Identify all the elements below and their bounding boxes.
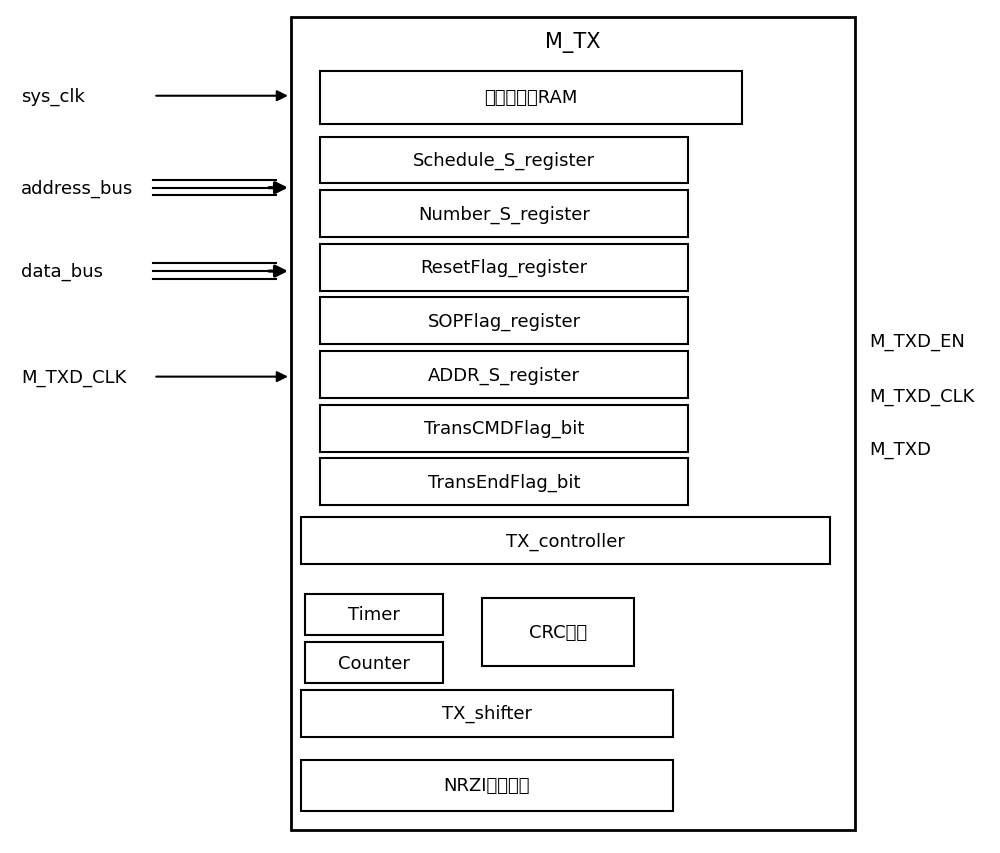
Bar — [305, 642, 443, 683]
Bar — [320, 405, 688, 452]
Bar — [305, 594, 443, 635]
Text: TX_shifter: TX_shifter — [442, 705, 532, 722]
Text: TransEndFlag_bit: TransEndFlag_bit — [428, 473, 580, 491]
Text: 双口存储器RAM: 双口存储器RAM — [484, 90, 578, 107]
Bar — [291, 19, 855, 830]
Bar — [320, 137, 688, 184]
Text: SOPFlag_register: SOPFlag_register — [428, 312, 581, 331]
Text: Number_S_register: Number_S_register — [418, 206, 590, 223]
Text: Schedule_S_register: Schedule_S_register — [413, 152, 595, 170]
Text: M_TXD_EN: M_TXD_EN — [870, 333, 965, 351]
Text: CRC校验: CRC校验 — [529, 624, 587, 641]
Bar — [320, 459, 688, 506]
Text: ADDR_S_register: ADDR_S_register — [428, 366, 580, 384]
Bar — [482, 598, 634, 666]
Bar — [320, 72, 742, 125]
Bar — [320, 298, 688, 345]
Text: M_TX: M_TX — [545, 32, 601, 53]
Text: M_TXD: M_TXD — [870, 440, 932, 458]
Text: TransCMDFlag_bit: TransCMDFlag_bit — [424, 420, 584, 438]
Text: Timer: Timer — [348, 606, 400, 624]
Text: NRZI编码模块: NRZI编码模块 — [444, 776, 530, 794]
Bar — [320, 245, 688, 292]
Text: TX_controller: TX_controller — [506, 531, 625, 550]
Text: data_bus: data_bus — [21, 263, 103, 281]
Text: address_bus: address_bus — [21, 179, 133, 198]
Bar — [301, 518, 830, 564]
Text: sys_clk: sys_clk — [21, 88, 85, 106]
Text: M_TXD_CLK: M_TXD_CLK — [870, 388, 975, 406]
Text: M_TXD_CLK: M_TXD_CLK — [21, 368, 126, 386]
Bar — [301, 690, 673, 737]
Bar — [320, 191, 688, 238]
Text: ResetFlag_register: ResetFlag_register — [421, 258, 588, 277]
Bar — [320, 351, 688, 398]
Text: Counter: Counter — [338, 654, 410, 672]
Bar — [301, 760, 673, 811]
